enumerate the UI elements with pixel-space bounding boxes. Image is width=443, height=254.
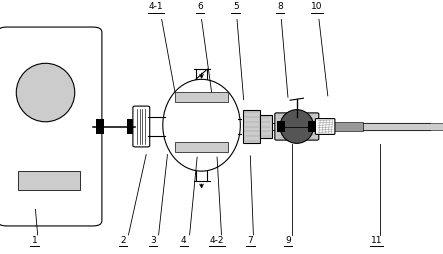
Bar [175, 93, 228, 103]
Bar [96, 120, 104, 134]
Text: 10: 10 [311, 3, 323, 11]
FancyBboxPatch shape [275, 114, 319, 140]
Bar [308, 121, 316, 133]
Ellipse shape [163, 80, 240, 171]
Text: 8: 8 [277, 3, 283, 11]
Text: 5: 5 [233, 3, 238, 11]
Bar [18, 171, 80, 190]
Text: 2: 2 [120, 235, 126, 244]
FancyBboxPatch shape [315, 119, 335, 135]
Text: 11: 11 [371, 235, 382, 244]
Bar [243, 110, 260, 144]
Text: 4-1: 4-1 [148, 3, 163, 11]
FancyBboxPatch shape [133, 107, 150, 147]
Bar [260, 116, 272, 138]
Text: 7: 7 [248, 235, 253, 244]
Text: 6: 6 [198, 3, 203, 11]
Ellipse shape [280, 110, 314, 144]
Bar [127, 120, 135, 134]
Bar [363, 123, 443, 131]
Text: 3: 3 [150, 235, 155, 244]
Text: 4: 4 [181, 235, 187, 244]
Bar [175, 142, 228, 152]
Text: 1: 1 [32, 235, 37, 244]
Text: 4-2: 4-2 [210, 235, 224, 244]
FancyBboxPatch shape [0, 28, 102, 226]
Text: 9: 9 [285, 235, 291, 244]
Ellipse shape [16, 64, 75, 122]
Bar [277, 121, 285, 133]
Bar [334, 122, 363, 132]
